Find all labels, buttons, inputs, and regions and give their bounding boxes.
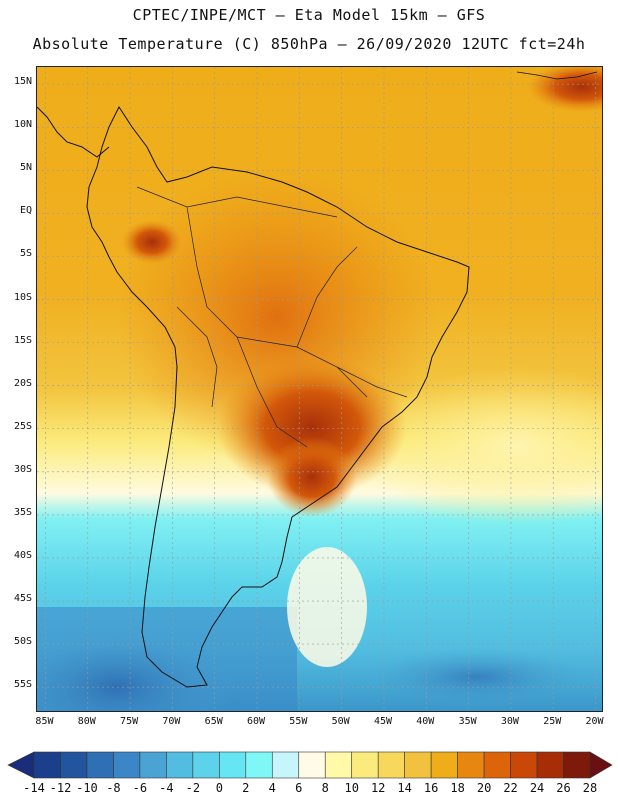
colorbar-tick-label: 8: [321, 781, 329, 795]
lon-label: 70W: [162, 716, 181, 727]
colorbar-swatch: [298, 751, 326, 779]
colorbar-tick-label: 2: [242, 781, 250, 795]
lat-label: 50S: [13, 636, 32, 648]
hot-core-north: [122, 220, 182, 264]
lon-label: 40W: [416, 716, 435, 727]
colorbar-tick-label: 14: [397, 781, 412, 795]
colorbar-tick-label: 12: [370, 781, 386, 795]
colorbar-tick-label: -8: [106, 781, 121, 795]
lon-label: 80W: [77, 716, 96, 727]
lon-label: 35W: [458, 716, 477, 727]
colorbar-swatch: [324, 751, 353, 779]
hot-core-uruguay: [267, 437, 357, 517]
colorbar-tick-label: 4: [268, 781, 276, 795]
colorbar-swatch: [86, 751, 114, 779]
colorbar-tick-label: 6: [295, 781, 303, 795]
lat-label: 25S: [13, 420, 32, 432]
colorbar-tick-label: 18: [450, 781, 465, 795]
colorbar-swatch: [33, 751, 61, 779]
colorbar-tick-label: 26: [556, 781, 571, 795]
lon-label: 75W: [120, 716, 139, 727]
colorbar-tick-label: -6: [132, 781, 148, 795]
cold-patch-atlantic: [367, 647, 587, 707]
colorbar-swatch: [377, 751, 405, 779]
cold-pocket: [37, 627, 237, 711]
lat-label: 20S: [13, 377, 32, 389]
lat-label: 45S: [13, 593, 32, 605]
colorbar-tick-label: -10: [76, 781, 98, 795]
hot-core-caribbean: [527, 67, 602, 112]
lon-label: 65W: [204, 716, 223, 727]
colorbar: [7, 751, 613, 779]
lat-label: 15S: [13, 334, 32, 346]
country-borders: [136, 186, 408, 448]
lat-label: 55S: [13, 679, 32, 691]
lat-label: 10S: [13, 291, 32, 303]
lon-label: 60W: [246, 716, 266, 727]
colorbar-tick-label: 0: [215, 781, 223, 795]
colorbar-tick-label: 24: [529, 781, 545, 795]
colorbar-low-arrow: [7, 751, 35, 779]
colorbar-swatch: [430, 751, 458, 779]
colorbar-swatch: [113, 751, 141, 779]
colorbar-tick-label: 16: [423, 781, 439, 795]
colorbar-swatch: [60, 751, 88, 779]
colorbar-tick-label: -12: [49, 781, 72, 795]
colorbar-tick-label: 22: [503, 781, 518, 795]
lat-label: 40S: [13, 549, 32, 561]
coastline-central-america: [37, 106, 110, 158]
lat-label: 5S: [19, 248, 32, 260]
colorbar-swatch: [271, 751, 300, 779]
coastline-south-america: [86, 105, 470, 688]
lon-label: 50W: [331, 716, 350, 727]
lon-label: 30W: [500, 716, 519, 727]
lat-label: 15N: [13, 76, 32, 88]
colorbar-swatch: [245, 751, 273, 779]
colorbar-high-arrow: [589, 751, 613, 779]
hot-core-south: [217, 357, 407, 497]
colorbar-swatch: [457, 751, 485, 779]
lon-label: 25W: [543, 716, 562, 727]
lat-label: 30S: [13, 463, 32, 475]
warm-band-east: [357, 367, 602, 527]
chart-subtitle: Absolute Temperature (C) 850hPa – 26/09/…: [32, 35, 586, 53]
colorbar-tick-label: -2: [185, 781, 201, 795]
colorbar-swatch: [563, 751, 591, 779]
colorbar-swatch: [166, 751, 194, 779]
colorbar-swatch: [192, 751, 220, 779]
lat-label: EQ: [19, 205, 32, 217]
map-panel: [36, 66, 603, 712]
colorbar-tick-label: 28: [582, 781, 598, 795]
lat-label: 35S: [13, 506, 32, 518]
colorbar-swatch: [219, 751, 247, 779]
lon-label: 85W: [35, 716, 54, 727]
colorbar-swatch: [483, 751, 511, 779]
colorbar-tick-label: 10: [344, 781, 359, 795]
colorbar-swatch: [510, 751, 538, 779]
lon-label: 45W: [373, 716, 392, 727]
lon-label: 55W: [289, 716, 308, 727]
lat-label: 5N: [19, 162, 32, 174]
colorbar-swatch: [536, 751, 564, 779]
lat-label: 10N: [13, 119, 32, 131]
coastline-caribbean: [516, 71, 598, 80]
colorbar-swatch: [139, 751, 167, 779]
colorbar-swatch: [351, 751, 379, 779]
colorbar-swatch: [404, 751, 432, 779]
chart-title: CPTEC/INPE/MCT – Eta Model 15km – GFS: [132, 6, 486, 24]
colorbar-tick-label: -14: [23, 781, 45, 795]
colorbar-tick-label: 20: [476, 781, 492, 795]
cool-tongue: [287, 547, 367, 667]
lon-label: 20W: [585, 716, 604, 727]
colorbar-tick-label: -4: [159, 781, 174, 795]
